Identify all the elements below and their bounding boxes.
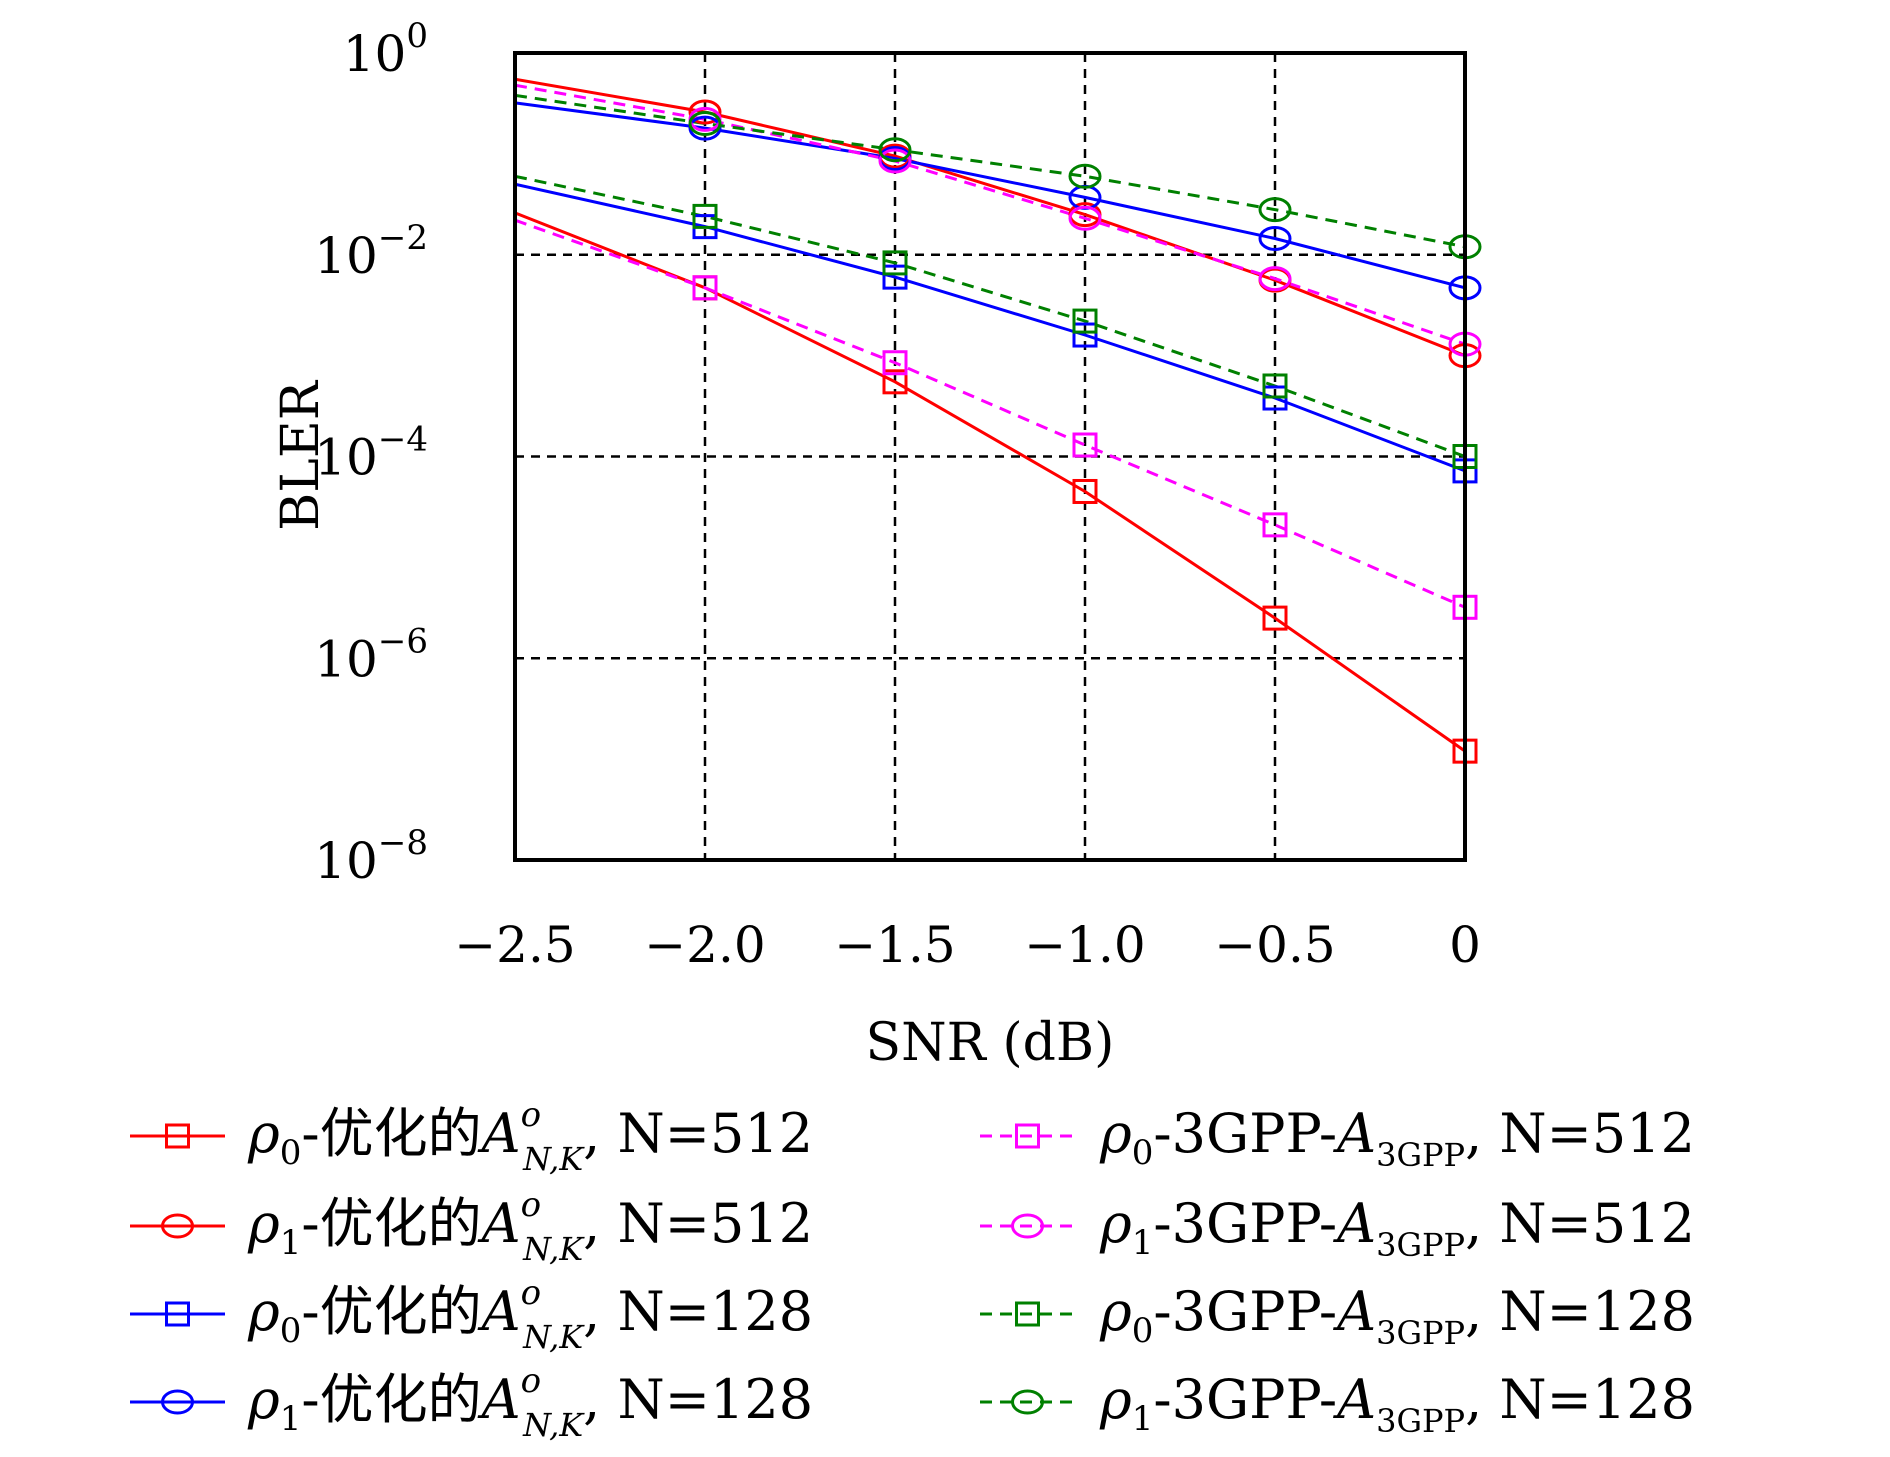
legend-label: ρ1-3GPP-A3GPP, N=512 — [1099, 1192, 1695, 1264]
x-tick-label: −2.0 — [644, 916, 765, 974]
legend-marker — [165, 1123, 190, 1149]
legend-marker — [1011, 1389, 1044, 1415]
data-point-0-4 — [1262, 605, 1288, 631]
legend-label: ρ0-优化的Ao N,K, N=512 — [247, 1095, 813, 1178]
data-point-6-4 — [1262, 373, 1288, 399]
y-tick-label: 10−2 — [314, 218, 428, 285]
series-line-3 — [515, 101, 1465, 290]
data-point-5-2 — [878, 148, 912, 174]
x-tick-label: −1.5 — [834, 916, 955, 974]
legend-label: ρ1-优化的Ao N,K, N=512 — [247, 1185, 813, 1268]
data-point-5-3 — [1068, 205, 1102, 231]
plot-frame — [513, 51, 1467, 862]
data-point-4-4 — [1262, 512, 1288, 538]
legend-marker — [165, 1301, 190, 1327]
data-point-7-2 — [878, 137, 912, 163]
y-axis-title: BLER — [271, 379, 331, 531]
data-point-1-1 — [688, 99, 722, 125]
series-line-1 — [515, 77, 1465, 357]
legend-entry-2: ρ0-优化的Ao N,K, N=128 — [130, 1273, 813, 1356]
y-tick-label: 10−4 — [314, 420, 428, 487]
legend-label: ρ1-优化的Ao N,K, N=128 — [247, 1361, 813, 1444]
data-point-6-2 — [882, 250, 908, 276]
legend-entry-5: ρ1-3GPP-A3GPP, N=512 — [980, 1192, 1695, 1264]
legend-marker — [161, 1389, 194, 1415]
y-tick-label: 10−8 — [314, 823, 428, 890]
x-tick-label: −2.5 — [454, 916, 575, 974]
y-tick-labels: 100 10−2 10−4 10−6 10−8 — [314, 16, 428, 890]
grid-lines — [515, 53, 1465, 860]
legend-entry-7: ρ1-3GPP-A3GPP, N=128 — [980, 1368, 1695, 1440]
data-point-2-2 — [882, 264, 908, 290]
data-point-7-3 — [1068, 163, 1102, 189]
series-line-2 — [515, 182, 1465, 473]
series-layer — [515, 77, 1465, 753]
data-point-5-4 — [1258, 266, 1292, 292]
x-tick-labels: −2.5 −2.0 −1.5 −1.0 −0.5 0 — [454, 916, 1481, 974]
legend-entry-1: ρ1-优化的Ao N,K, N=512 — [130, 1185, 813, 1268]
legend-marker — [1015, 1301, 1040, 1327]
x-tick-label: −1.0 — [1024, 916, 1145, 974]
y-tick-label: 100 — [343, 16, 428, 83]
data-point-4-1 — [692, 275, 718, 301]
x-tick-label: −0.5 — [1214, 916, 1335, 974]
data-point-6-1 — [692, 203, 718, 229]
x-axis-title: SNR (dB) — [866, 1013, 1115, 1073]
y-tick-label: 10−6 — [314, 621, 428, 688]
data-point-0-3 — [1072, 478, 1098, 504]
series-line-4 — [515, 218, 1465, 609]
series-line-7 — [515, 93, 1465, 249]
series-line-5 — [515, 83, 1465, 346]
legend-marker — [1011, 1213, 1044, 1239]
data-point-4-3 — [1072, 432, 1098, 458]
series-line-0 — [515, 211, 1465, 753]
data-point-2-3 — [1072, 322, 1098, 348]
x-tick-label: 0 — [1449, 916, 1481, 974]
legend-entry-3: ρ1-优化的Ao N,K, N=128 — [130, 1361, 813, 1444]
data-point-6-3 — [1072, 308, 1098, 334]
data-point-3-4 — [1258, 225, 1292, 251]
data-point-0-2 — [882, 369, 908, 395]
series-line-6 — [515, 174, 1465, 458]
legend-label: ρ0-3GPP-A3GPP, N=512 — [1099, 1102, 1695, 1174]
marker-layer — [688, 99, 1482, 764]
data-point-7-4 — [1258, 197, 1292, 223]
legend-marker — [161, 1213, 194, 1239]
legend-entry-0: ρ0-优化的Ao N,K, N=512 — [130, 1095, 813, 1178]
legend-marker — [1015, 1123, 1040, 1149]
legend-entry-6: ρ0-3GPP-A3GPP, N=128 — [980, 1280, 1695, 1352]
legend-label: ρ0-3GPP-A3GPP, N=128 — [1099, 1280, 1695, 1352]
legend-label: ρ0-优化的Ao N,K, N=128 — [247, 1273, 813, 1356]
legend-label: ρ1-3GPP-A3GPP, N=128 — [1099, 1368, 1695, 1440]
data-point-4-2 — [882, 350, 908, 376]
data-point-7-1 — [688, 111, 722, 137]
legend-entry-4: ρ0-3GPP-A3GPP, N=512 — [980, 1102, 1695, 1174]
